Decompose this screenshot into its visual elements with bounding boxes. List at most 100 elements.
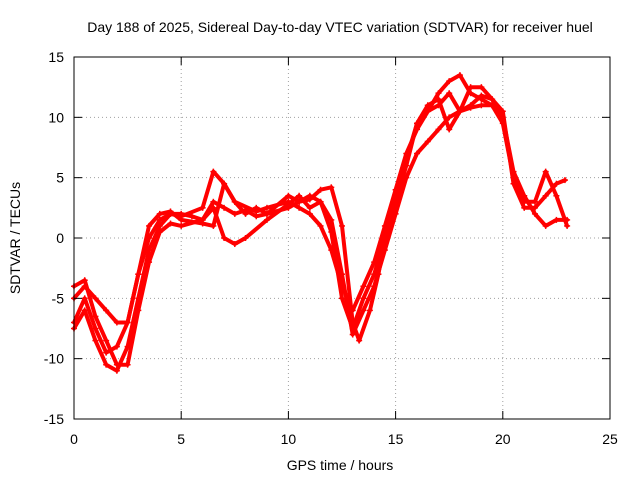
y-tick-label: 10 bbox=[48, 109, 64, 125]
data-point-marker bbox=[542, 168, 549, 175]
y-tick-label: -10 bbox=[44, 351, 64, 367]
data-point-marker bbox=[446, 78, 453, 85]
data-point-marker bbox=[135, 295, 142, 302]
data-point-marker bbox=[531, 204, 538, 211]
data-point-marker bbox=[489, 96, 496, 103]
data-point-marker bbox=[356, 337, 363, 344]
data-point-marker bbox=[210, 168, 217, 175]
data-point-marker bbox=[199, 220, 206, 227]
data-point-marker bbox=[467, 104, 474, 111]
data-point-marker bbox=[103, 349, 110, 356]
y-tick-label: 5 bbox=[56, 170, 64, 186]
data-point-marker bbox=[124, 361, 131, 368]
data-point-marker bbox=[146, 247, 153, 254]
x-tick-label: 0 bbox=[70, 431, 78, 447]
y-tick-label: -15 bbox=[44, 411, 64, 427]
data-point-marker bbox=[103, 337, 110, 344]
data-point-marker bbox=[542, 222, 549, 229]
data-point-marker bbox=[92, 337, 99, 344]
data-point-marker bbox=[521, 204, 528, 211]
data-point-marker bbox=[553, 192, 560, 199]
data-point-marker bbox=[456, 72, 463, 79]
data-point-marker bbox=[403, 162, 410, 169]
data-point-marker bbox=[349, 331, 356, 338]
data-point-marker bbox=[263, 204, 270, 211]
data-point-marker bbox=[146, 222, 153, 229]
data-point-marker bbox=[328, 228, 335, 235]
data-point-marker bbox=[542, 192, 549, 199]
data-point-marker bbox=[231, 241, 238, 248]
data-point-marker bbox=[178, 210, 185, 217]
data-point-marker bbox=[317, 198, 324, 205]
x-tick-label: 15 bbox=[388, 431, 404, 447]
x-tick-label: 10 bbox=[281, 431, 297, 447]
tick-layer bbox=[73, 56, 611, 420]
data-point-marker bbox=[296, 192, 303, 199]
data-point-marker bbox=[317, 186, 324, 193]
data-point-marker bbox=[392, 198, 399, 205]
data-point-marker bbox=[446, 126, 453, 133]
y-tick-label: 0 bbox=[56, 230, 64, 246]
x-tick-label: 20 bbox=[495, 431, 511, 447]
data-point-marker bbox=[113, 343, 120, 350]
data-point-marker bbox=[366, 307, 373, 314]
data-point-marker bbox=[435, 126, 442, 133]
data-point-marker bbox=[92, 295, 99, 302]
data-point-marker bbox=[360, 283, 367, 290]
data-point-marker bbox=[167, 220, 174, 227]
data-point-marker bbox=[435, 90, 442, 97]
data-point-marker bbox=[124, 343, 131, 350]
y-axis-label: SDTVAR / TECUs bbox=[7, 182, 23, 294]
data-point-marker bbox=[242, 210, 249, 217]
data-point-marker bbox=[371, 283, 378, 290]
data-point-marker bbox=[521, 198, 528, 205]
data-point-marker bbox=[339, 295, 345, 302]
data-point-marker bbox=[371, 271, 378, 278]
data-point-marker bbox=[564, 222, 571, 229]
data-point-marker bbox=[103, 307, 110, 314]
x-tick-label: 5 bbox=[177, 431, 185, 447]
data-point-marker bbox=[231, 198, 238, 205]
data-point-marker bbox=[178, 222, 185, 229]
data-point-marker bbox=[553, 216, 560, 223]
data-point-marker bbox=[531, 210, 538, 217]
data-point-marker bbox=[221, 180, 228, 187]
data-point-marker bbox=[478, 84, 485, 91]
data-point-marker bbox=[135, 271, 142, 278]
data-point-marker bbox=[435, 96, 442, 103]
chart-title: Day 188 of 2025, Sidereal Day-to-day VTE… bbox=[87, 19, 593, 35]
data-point-marker bbox=[285, 192, 292, 199]
data-point-marker bbox=[456, 108, 463, 115]
data-point-marker bbox=[210, 204, 217, 211]
data-point-marker bbox=[92, 313, 99, 320]
data-point-marker bbox=[113, 367, 120, 374]
data-point-marker bbox=[167, 208, 174, 215]
data-point-marker bbox=[263, 210, 270, 217]
data-point-marker bbox=[381, 235, 388, 241]
data-point-marker bbox=[231, 210, 238, 217]
data-point-marker bbox=[221, 235, 228, 241]
data-point-marker bbox=[478, 92, 485, 99]
y-tick-labels: -15 -10 -5 0 5 10 15 bbox=[44, 49, 64, 427]
data-point-marker bbox=[306, 204, 313, 211]
data-point-marker bbox=[349, 325, 356, 332]
data-point-marker bbox=[156, 222, 163, 229]
data-point-marker bbox=[81, 307, 88, 314]
data-point-marker bbox=[221, 204, 228, 211]
data-point-marker bbox=[156, 216, 163, 223]
data-point-marker bbox=[156, 210, 163, 217]
y-tick-label: 15 bbox=[48, 49, 64, 65]
data-point-marker bbox=[328, 184, 335, 191]
data-point-marker bbox=[561, 177, 568, 184]
data-point-marker bbox=[210, 222, 217, 229]
data-point-marker bbox=[317, 222, 324, 229]
data-point-marker bbox=[446, 90, 453, 97]
data-point-marker bbox=[253, 213, 260, 220]
data-point-marker bbox=[124, 319, 131, 326]
data-point-marker bbox=[178, 216, 185, 223]
data-point-marker bbox=[360, 295, 367, 302]
data-point-marker bbox=[263, 216, 270, 223]
data-point-marker bbox=[199, 204, 206, 211]
data-point-marker bbox=[296, 204, 303, 211]
data-point-marker bbox=[478, 102, 485, 109]
